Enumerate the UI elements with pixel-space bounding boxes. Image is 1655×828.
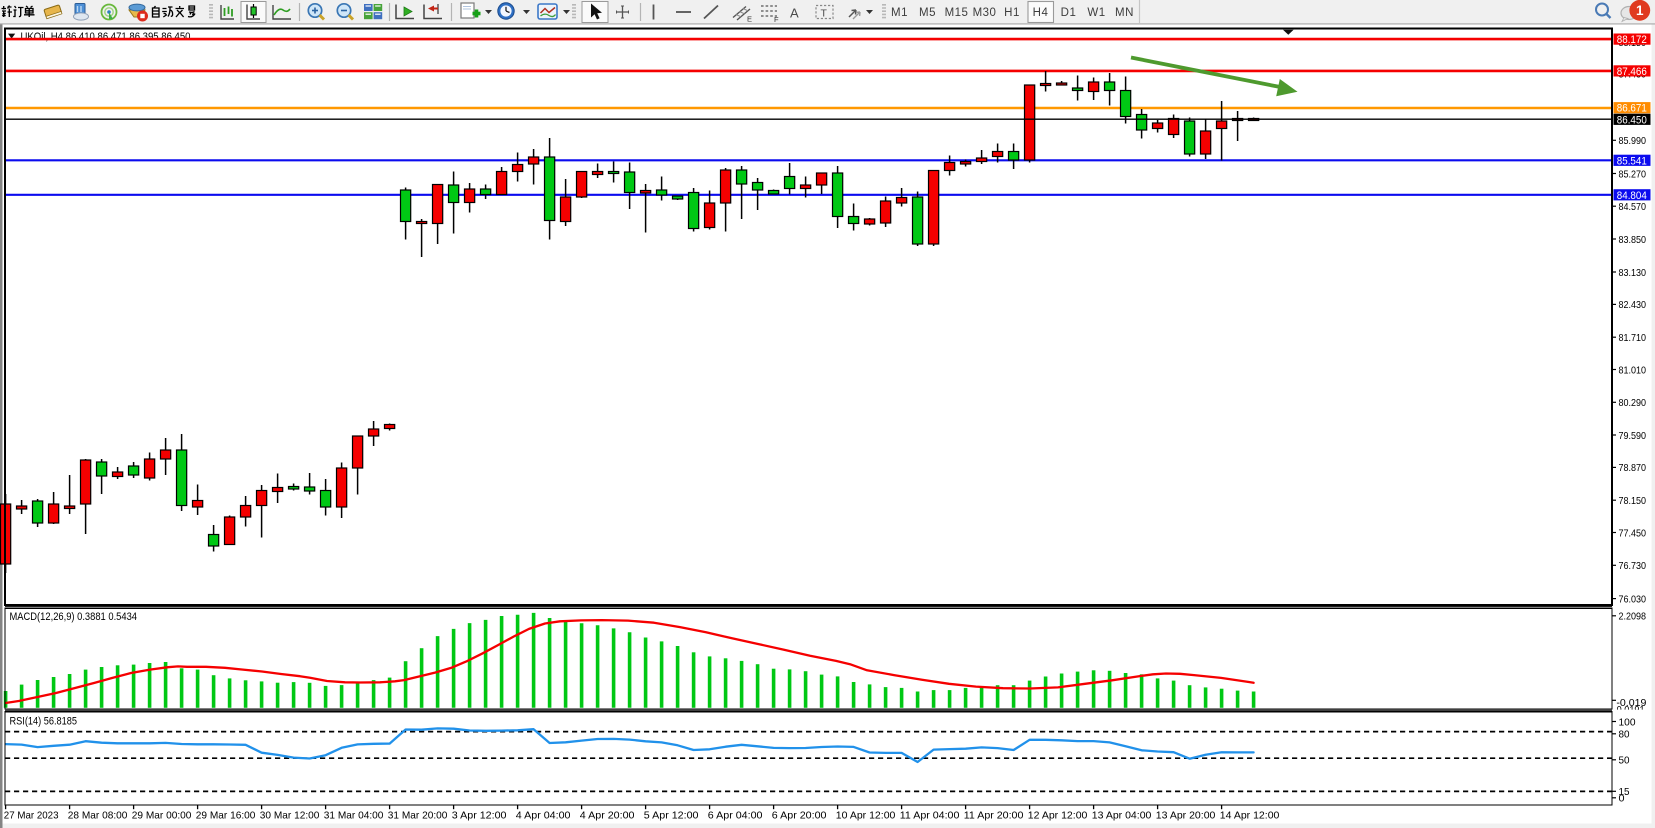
svg-text:80: 80 — [1619, 729, 1630, 741]
svg-text:11 Apr 04:00: 11 Apr 04:00 — [900, 809, 960, 821]
svg-text:85.990: 85.990 — [1619, 135, 1647, 147]
svg-text:76.030: 76.030 — [1619, 593, 1647, 605]
svg-text:MN: MN — [1115, 7, 1134, 19]
svg-text:28 Mar 08:00: 28 Mar 08:00 — [68, 809, 128, 821]
svg-text:84.804: 84.804 — [1617, 190, 1647, 202]
svg-text:78.150: 78.150 — [1619, 495, 1647, 507]
svg-text:4 Apr 04:00: 4 Apr 04:00 — [516, 809, 571, 821]
svg-text:81.010: 81.010 — [1619, 364, 1647, 376]
svg-text:11 Apr 20:00: 11 Apr 20:00 — [964, 809, 1024, 821]
svg-text:UKOil, H4 86.410 86.471 86.39: UKOil, H4 86.410 86.471 86.395 86.450 — [21, 31, 191, 43]
svg-text:M1: M1 — [891, 7, 908, 19]
svg-text:27 Mar 2023: 27 Mar 2023 — [4, 809, 59, 821]
svg-text:W1: W1 — [1087, 7, 1105, 19]
svg-text:80.290: 80.290 — [1619, 397, 1647, 409]
svg-text:M15: M15 — [945, 7, 969, 19]
svg-text:87.466: 87.466 — [1617, 66, 1647, 78]
svg-text:-0.019: -0.019 — [1616, 697, 1646, 709]
svg-text:15: 15 — [1619, 786, 1630, 798]
svg-text:79.590: 79.590 — [1619, 430, 1647, 442]
svg-text:83.850: 83.850 — [1619, 234, 1647, 246]
svg-text:H4: H4 — [1033, 7, 1049, 19]
svg-text:4 Apr 20:00: 4 Apr 20:00 — [580, 809, 635, 821]
svg-text:D1: D1 — [1061, 7, 1077, 19]
svg-text:14 Apr 12:00: 14 Apr 12:00 — [1220, 809, 1280, 821]
svg-text:M5: M5 — [919, 7, 936, 19]
svg-text:10 Apr 12:00: 10 Apr 12:00 — [836, 809, 896, 821]
svg-text:30 Mar 12:00: 30 Mar 12:00 — [260, 809, 320, 821]
svg-text:13 Apr 20:00: 13 Apr 20:00 — [1156, 809, 1216, 821]
svg-text:78.870: 78.870 — [1619, 462, 1647, 474]
svg-text:29 Mar 00:00: 29 Mar 00:00 — [132, 809, 192, 821]
svg-text:85.270: 85.270 — [1619, 168, 1647, 180]
svg-text:H1: H1 — [1004, 7, 1020, 19]
svg-text:86.450: 86.450 — [1617, 114, 1647, 126]
svg-text:MACD(12,26,9) 0.3881 0.5434: MACD(12,26,9) 0.3881 0.5434 — [10, 611, 138, 623]
svg-text:31 Mar 04:00: 31 Mar 04:00 — [324, 809, 384, 821]
svg-text:50: 50 — [1619, 755, 1630, 767]
svg-text:F: F — [774, 15, 779, 24]
svg-text:100: 100 — [1619, 716, 1636, 728]
svg-text:83.130: 83.130 — [1619, 267, 1647, 279]
svg-text:6 Apr 20:00: 6 Apr 20:00 — [772, 809, 827, 821]
svg-text:82.430: 82.430 — [1619, 299, 1647, 311]
svg-text:0.0191: 0.0191 — [1617, 704, 1645, 716]
svg-text:29 Mar 16:00: 29 Mar 16:00 — [196, 809, 256, 821]
svg-text:12 Apr 12:00: 12 Apr 12:00 — [1028, 809, 1088, 821]
svg-text:85.541: 85.541 — [1617, 155, 1647, 167]
svg-text:13 Apr 04:00: 13 Apr 04:00 — [1092, 809, 1152, 821]
svg-text:84.570: 84.570 — [1619, 201, 1647, 213]
svg-text:1: 1 — [1636, 3, 1644, 18]
svg-text:77.450: 77.450 — [1619, 527, 1647, 539]
svg-text:0: 0 — [1619, 793, 1625, 805]
svg-text:M30: M30 — [973, 7, 997, 19]
svg-text:2.2098: 2.2098 — [1619, 611, 1647, 623]
svg-text:5 Apr 12:00: 5 Apr 12:00 — [644, 809, 699, 821]
svg-text:31 Mar 20:00: 31 Mar 20:00 — [388, 809, 448, 821]
svg-text:6 Apr 04:00: 6 Apr 04:00 — [708, 809, 763, 821]
svg-text:RSI(14) 56.8185: RSI(14) 56.8185 — [10, 716, 78, 728]
svg-text:86.671: 86.671 — [1617, 103, 1647, 115]
svg-text:A: A — [790, 6, 799, 21]
svg-text:E: E — [747, 15, 752, 24]
svg-text:76.730: 76.730 — [1619, 560, 1647, 572]
svg-text:3 Apr 12:00: 3 Apr 12:00 — [452, 809, 507, 821]
svg-text:T: T — [821, 8, 828, 20]
svg-text:88.172: 88.172 — [1617, 34, 1647, 46]
svg-text:81.710: 81.710 — [1619, 332, 1647, 344]
